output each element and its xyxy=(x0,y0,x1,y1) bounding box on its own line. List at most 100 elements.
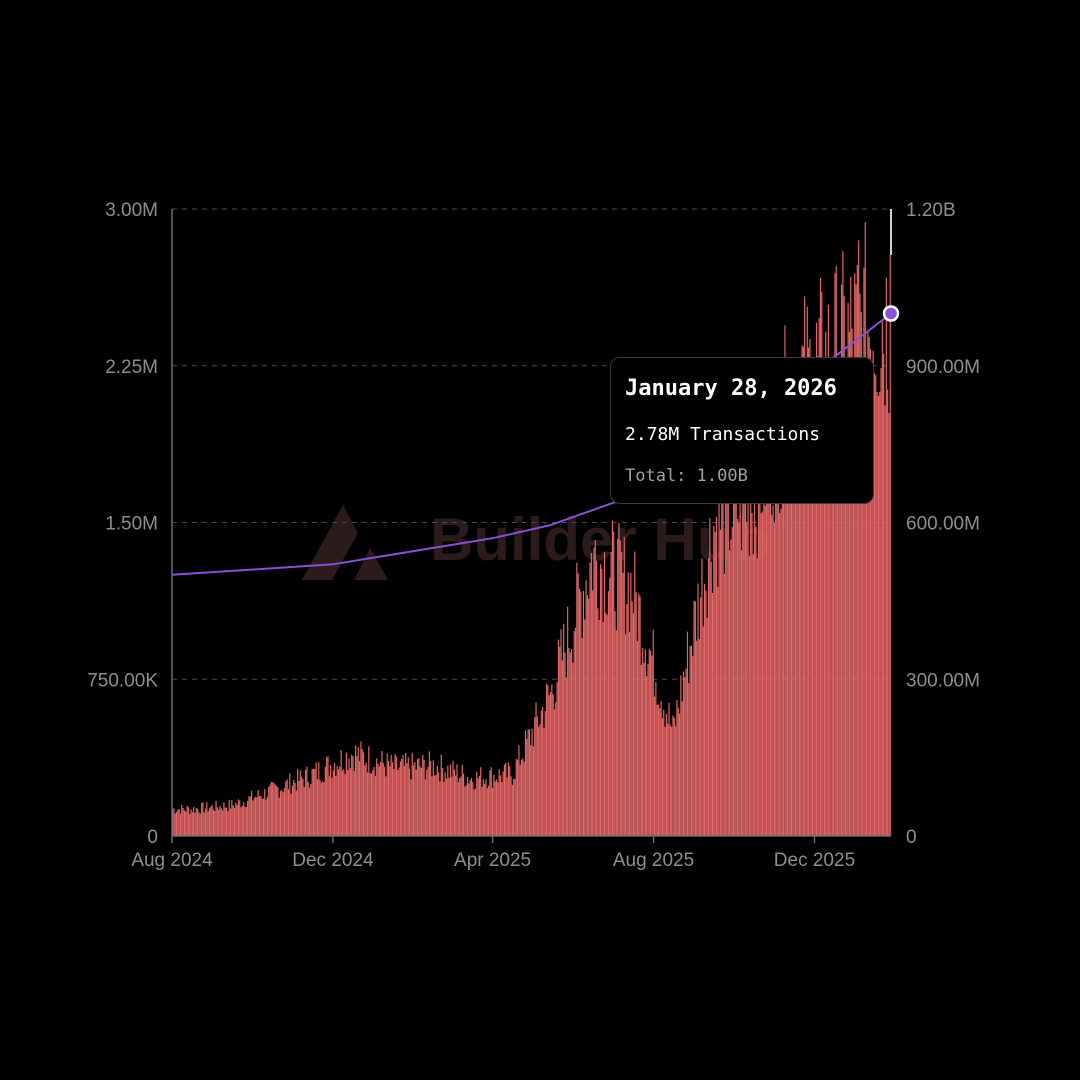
bar xyxy=(855,284,857,836)
bar xyxy=(386,753,388,836)
bar xyxy=(378,766,380,836)
bar xyxy=(478,775,480,836)
bar xyxy=(846,378,848,836)
bar xyxy=(357,746,359,836)
bar xyxy=(177,809,179,836)
bar xyxy=(409,768,411,836)
bar xyxy=(844,408,847,836)
bar xyxy=(767,436,769,836)
bar xyxy=(489,770,491,836)
bar xyxy=(700,597,702,836)
x-tick-label: Dec 2024 xyxy=(292,850,374,871)
bar xyxy=(310,783,312,836)
bar xyxy=(258,796,261,836)
bar xyxy=(610,551,612,836)
bar xyxy=(477,778,479,836)
bar xyxy=(835,266,837,837)
bar xyxy=(802,346,804,836)
bar xyxy=(651,655,653,836)
bar xyxy=(677,707,679,836)
bar xyxy=(218,809,220,836)
bar xyxy=(460,776,462,836)
bar xyxy=(481,786,483,836)
bar xyxy=(614,611,616,836)
bar xyxy=(424,779,427,836)
bar xyxy=(806,306,808,837)
bar xyxy=(723,573,725,836)
bar xyxy=(506,777,508,836)
bar xyxy=(539,724,541,836)
bar xyxy=(543,728,545,836)
bar xyxy=(208,808,211,836)
bar xyxy=(311,769,313,836)
bar xyxy=(341,770,344,836)
bar xyxy=(178,809,180,836)
bar xyxy=(389,766,391,836)
bar xyxy=(538,727,540,836)
bar xyxy=(299,770,301,836)
bar xyxy=(864,222,866,836)
bar xyxy=(211,804,213,836)
bar xyxy=(810,472,812,836)
bar xyxy=(502,771,504,836)
bar xyxy=(760,513,762,836)
bar xyxy=(581,637,583,836)
bar xyxy=(223,802,225,836)
bar xyxy=(818,318,820,837)
bar xyxy=(672,715,674,836)
y-right-tick-label: 900.00M xyxy=(906,357,980,378)
bar xyxy=(193,807,195,836)
watermark-logo-icon xyxy=(302,505,358,580)
bar xyxy=(412,765,415,836)
bar xyxy=(395,756,398,836)
bar xyxy=(584,619,586,836)
bar xyxy=(235,802,237,836)
bar xyxy=(268,786,270,836)
bar xyxy=(561,660,563,836)
bar xyxy=(384,766,386,836)
bar xyxy=(495,779,498,836)
bar xyxy=(856,264,858,837)
bar xyxy=(549,692,552,836)
bar xyxy=(752,553,754,836)
y-right-tick-label: 600.00M xyxy=(906,514,980,535)
bar xyxy=(254,796,257,836)
bar xyxy=(206,802,208,836)
bar xyxy=(391,762,394,836)
bar xyxy=(771,514,773,836)
bar xyxy=(343,769,345,836)
bar xyxy=(319,779,321,836)
x-tick-label: Aug 2024 xyxy=(131,850,213,871)
bar xyxy=(634,551,636,836)
bar xyxy=(869,349,872,836)
bar xyxy=(545,683,548,836)
bar xyxy=(773,522,775,836)
bar xyxy=(303,786,305,836)
bar xyxy=(347,770,349,836)
bar xyxy=(224,807,226,836)
bar xyxy=(731,526,733,836)
bar xyxy=(488,785,490,836)
bar xyxy=(794,395,797,836)
bar xyxy=(839,391,841,836)
bar xyxy=(735,456,737,836)
bar xyxy=(743,491,745,836)
bar xyxy=(466,777,469,836)
bar xyxy=(377,764,379,836)
bar xyxy=(681,701,683,836)
bar xyxy=(685,668,687,836)
bar xyxy=(499,775,502,836)
bar xyxy=(825,331,827,836)
bar xyxy=(393,768,395,836)
bar xyxy=(524,730,527,836)
axes: 0 0 750.00K 300.00M 1.50M 600.00M 2.25M 900.00M… xyxy=(87,200,980,871)
bar xyxy=(722,482,724,836)
bar xyxy=(627,572,629,836)
bar xyxy=(482,779,484,836)
bar xyxy=(253,798,255,836)
bar xyxy=(435,774,437,836)
bar xyxy=(660,701,662,836)
bar xyxy=(560,629,562,836)
bar xyxy=(574,627,577,836)
bar xyxy=(468,783,470,836)
